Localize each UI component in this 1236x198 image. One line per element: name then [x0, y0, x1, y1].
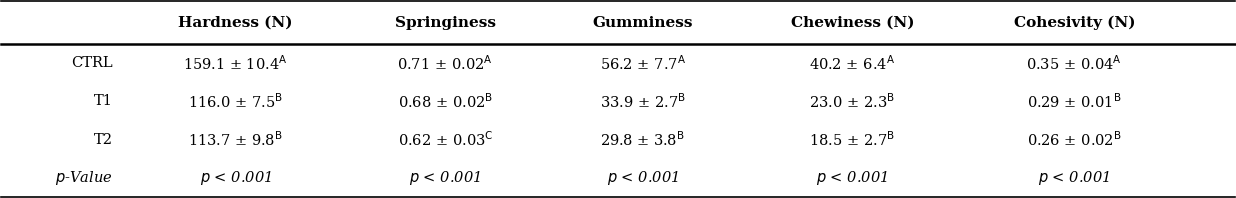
Text: T1: T1 [94, 94, 112, 109]
Text: $p$ < 0.001: $p$ < 0.001 [817, 168, 889, 187]
Text: Springiness: Springiness [394, 16, 496, 30]
Text: Chewiness (N): Chewiness (N) [791, 16, 915, 30]
Text: 0.68 ± 0.02$^{\mathrm{B}}$: 0.68 ± 0.02$^{\mathrm{B}}$ [398, 92, 493, 111]
Text: $p$-Value: $p$-Value [54, 168, 112, 187]
Text: 23.0 ± 2.3$^{\mathrm{B}}$: 23.0 ± 2.3$^{\mathrm{B}}$ [810, 92, 895, 111]
Text: 0.35 ± 0.04$^{\mathrm{A}}$: 0.35 ± 0.04$^{\mathrm{A}}$ [1026, 54, 1122, 73]
Text: 56.2 ± 7.7$^{\mathrm{A}}$: 56.2 ± 7.7$^{\mathrm{A}}$ [599, 54, 686, 73]
Text: 18.5 ± 2.7$^{\mathrm{B}}$: 18.5 ± 2.7$^{\mathrm{B}}$ [810, 130, 895, 149]
Text: 0.29 ± 0.01$^{\mathrm{B}}$: 0.29 ± 0.01$^{\mathrm{B}}$ [1027, 92, 1121, 111]
Text: $p$ < 0.001: $p$ < 0.001 [1038, 168, 1110, 187]
Text: 0.71 ± 0.02$^{\mathrm{A}}$: 0.71 ± 0.02$^{\mathrm{A}}$ [398, 54, 493, 73]
Text: 113.7 ± 9.8$^{\mathrm{B}}$: 113.7 ± 9.8$^{\mathrm{B}}$ [188, 130, 283, 149]
Text: 116.0 ± 7.5$^{\mathrm{B}}$: 116.0 ± 7.5$^{\mathrm{B}}$ [188, 92, 283, 111]
Text: $p$ < 0.001: $p$ < 0.001 [200, 168, 272, 187]
Text: 40.2 ± 6.4$^{\mathrm{A}}$: 40.2 ± 6.4$^{\mathrm{A}}$ [810, 54, 895, 73]
Text: Cohesivity (N): Cohesivity (N) [1014, 16, 1135, 30]
Text: 0.62 ± 0.03$^{\mathrm{C}}$: 0.62 ± 0.03$^{\mathrm{C}}$ [398, 130, 493, 149]
Text: $p$ < 0.001: $p$ < 0.001 [409, 168, 481, 187]
Text: $p$ < 0.001: $p$ < 0.001 [607, 168, 679, 187]
Text: Gumminess: Gumminess [592, 16, 693, 30]
Text: 33.9 ± 2.7$^{\mathrm{B}}$: 33.9 ± 2.7$^{\mathrm{B}}$ [599, 92, 686, 111]
Text: Hardness (N): Hardness (N) [178, 16, 293, 30]
Text: CTRL: CTRL [70, 56, 112, 70]
Text: 29.8 ± 3.8$^{\mathrm{B}}$: 29.8 ± 3.8$^{\mathrm{B}}$ [601, 130, 685, 149]
Text: 159.1 ± 10.4$^{\mathrm{A}}$: 159.1 ± 10.4$^{\mathrm{A}}$ [183, 54, 288, 73]
Text: 0.26 ± 0.02$^{\mathrm{B}}$: 0.26 ± 0.02$^{\mathrm{B}}$ [1027, 130, 1122, 149]
Text: T2: T2 [94, 132, 112, 147]
